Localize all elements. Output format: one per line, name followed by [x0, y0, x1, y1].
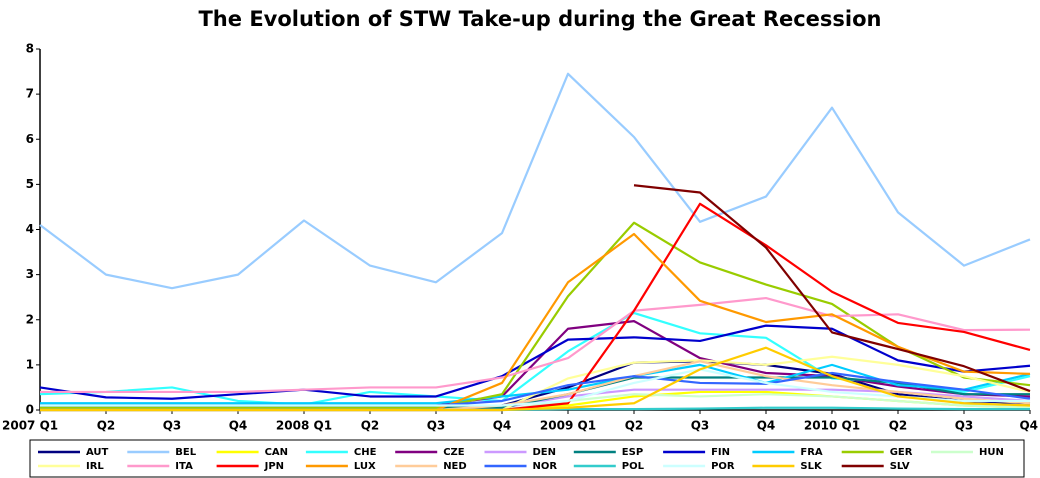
x-tick-label: Q2	[97, 419, 116, 433]
series-line	[39, 72, 1031, 290]
legend-label: LUX	[354, 461, 376, 472]
x-tick-label: Q3	[427, 419, 446, 433]
legend-label: HUN	[979, 447, 1004, 458]
legend-box	[29, 439, 1025, 478]
x-tick-label: Q2	[889, 419, 908, 433]
y-tick-label: 8	[26, 42, 34, 56]
x-tick-label: 2008 Q1	[276, 419, 332, 433]
y-tick-label: 3	[26, 267, 34, 281]
legend-label: IRL	[86, 461, 104, 472]
x-tick-label: Q3	[163, 419, 182, 433]
y-tick-label: 4	[26, 222, 34, 236]
legend-label: JPN	[264, 461, 284, 472]
legend-label: FRA	[800, 447, 823, 458]
x-tick-label: Q4	[757, 419, 776, 433]
chart-title: The Evolution of STW Take-up during the …	[198, 7, 881, 31]
legend-label: ITA	[175, 461, 193, 472]
y-tick-label: 5	[26, 177, 34, 191]
x-tick-label: 2007 Q1	[2, 419, 58, 433]
x-tick-label: Q4	[493, 419, 512, 433]
x-tick-label: 2010 Q1	[804, 419, 860, 433]
legend-label: ESP	[622, 447, 643, 458]
x-tick-label: Q3	[955, 419, 974, 433]
x-tick-label: Q2	[361, 419, 380, 433]
y-tick-label: 2	[26, 312, 34, 326]
x-tick-label: 2009 Q1	[540, 419, 596, 433]
series-line	[40, 368, 1030, 407]
legend-label: SLK	[800, 461, 823, 472]
legend-label: CZE	[443, 447, 465, 458]
legend-label: POR	[711, 461, 735, 472]
legend-label: CHE	[354, 447, 377, 458]
legend-label: NED	[443, 461, 467, 472]
x-tick-label: Q4	[229, 419, 248, 433]
series-line	[40, 346, 1031, 412]
legend-label: DEN	[533, 447, 557, 458]
legend-label: FIN	[711, 447, 730, 458]
y-tick-label: 7	[26, 87, 34, 101]
legend-label: BEL	[175, 447, 196, 458]
legend-label: CAN	[265, 447, 288, 458]
series-line	[40, 296, 1031, 394]
legend-label: NOR	[533, 461, 558, 472]
legend-label: SLV	[890, 461, 910, 472]
legend-label: AUT	[86, 447, 109, 458]
series-line	[39, 324, 1031, 400]
y-tick-label: 6	[26, 132, 34, 146]
series-line	[40, 221, 1031, 409]
x-tick-label: Q2	[625, 419, 644, 433]
x-tick-label: Q4	[1019, 419, 1038, 433]
x-tick-label: Q3	[691, 419, 710, 433]
legend-label: GER	[890, 447, 913, 458]
y-tick-label: 0	[26, 403, 34, 417]
series-line	[633, 184, 1031, 393]
y-tick-label: 1	[26, 357, 34, 371]
legend-label: POL	[622, 461, 645, 472]
